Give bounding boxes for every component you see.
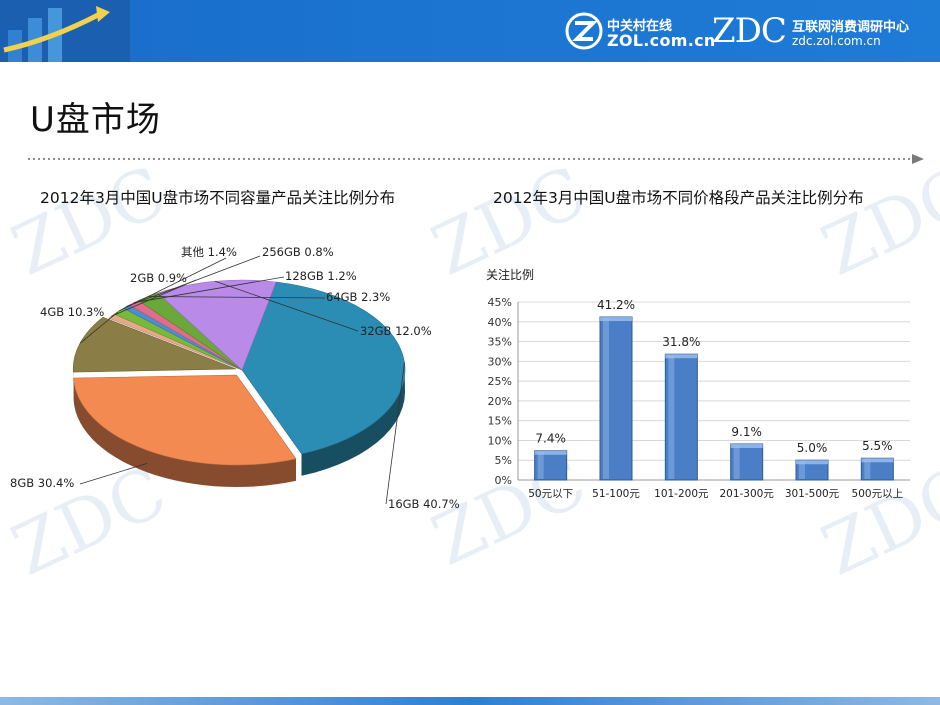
zdc-name: 互联网消费调研中心 bbox=[792, 20, 910, 35]
footer-bar bbox=[0, 697, 940, 705]
zdc-logo[interactable]: ZDC 互联网消费调研中心 zdc.zol.com.cn bbox=[712, 10, 927, 54]
bar-top bbox=[600, 317, 632, 322]
pie-label-16GB: 16GB 40.7% bbox=[388, 497, 460, 511]
zol-logo[interactable]: 中关村在线 ZOL.com.cn bbox=[565, 12, 715, 52]
zol-url: ZOL.com.cn bbox=[607, 31, 716, 50]
pie-label-128GB: 128GB 1.2% bbox=[285, 269, 357, 283]
pie-leader-line-128GB bbox=[133, 276, 285, 304]
bar-value-label: 5.0% bbox=[797, 441, 828, 455]
pie-slice-side-16GB bbox=[276, 282, 405, 476]
pie-leader-line-256GB bbox=[126, 255, 261, 307]
pie-leader-line-8GB bbox=[79, 463, 148, 485]
pie-leader-line-16GB bbox=[385, 362, 405, 505]
pie-slice-4GB bbox=[72, 316, 237, 373]
zdc-url: zdc.zol.com.cn bbox=[792, 34, 881, 48]
pie-leader-line-32GB bbox=[214, 280, 359, 332]
pie-slice-side-8GB bbox=[73, 378, 296, 487]
bar-value-label: 5.5% bbox=[862, 439, 893, 453]
pie-label-4GB: 4GB 10.3% bbox=[40, 305, 104, 319]
pie-leader-line-4GB bbox=[79, 311, 119, 344]
header-bar: 中关村在线 ZOL.com.cn ZDC 互联网消费调研中心 zdc.zol.c… bbox=[0, 0, 940, 62]
bar-y-tick-label: 30% bbox=[488, 355, 512, 368]
bar-category-label: 50元以下 bbox=[528, 488, 573, 500]
bar-top bbox=[730, 444, 763, 449]
pie-label-32GB: 32GB 12.0% bbox=[360, 324, 432, 338]
bar-top bbox=[796, 460, 828, 465]
bar-value-label: 41.2% bbox=[597, 298, 635, 312]
bar-highlight bbox=[537, 451, 544, 479]
bar-y-tick-label: 5% bbox=[495, 454, 512, 467]
pie-label-256GB: 256GB 0.8% bbox=[262, 245, 334, 259]
bar-highlight bbox=[668, 355, 675, 479]
bar-highlight bbox=[733, 445, 740, 479]
growth-chart-icon bbox=[0, 0, 130, 62]
zol-z-icon bbox=[565, 12, 603, 50]
pie-leader-line-64GB bbox=[147, 296, 326, 299]
bar-y-tick-label: 35% bbox=[488, 336, 512, 349]
bar-category-label: 201-300元 bbox=[719, 488, 774, 500]
bar-category-label: 301-500元 bbox=[785, 488, 840, 500]
bar-y-tick-label: 40% bbox=[488, 316, 512, 329]
bar-category-label: 51-100元 bbox=[592, 488, 640, 500]
pie-label-64GB: 64GB 2.3% bbox=[326, 290, 390, 304]
bar-highlight bbox=[603, 318, 609, 479]
zol-name: 中关村在线 bbox=[607, 19, 673, 34]
pie-leader-line-2GB bbox=[111, 279, 197, 317]
pie-slice-16GB bbox=[241, 281, 406, 455]
price-bar-chart: 关注比例 0% 5% 10% 15% 20% 25% 30% 35% 40% 45% 7.4% 50元以… bbox=[486, 267, 910, 500]
bar-value-label: 7.4% bbox=[535, 432, 566, 446]
bar-value-label: 9.1% bbox=[731, 425, 762, 439]
bar-y-tick-label: 25% bbox=[488, 375, 512, 388]
pie-slice-8GB bbox=[73, 374, 297, 466]
bar-top bbox=[534, 450, 567, 455]
pie-label-其他: 其他 1.4% bbox=[181, 245, 237, 259]
page-title: U盘市场 bbox=[30, 100, 161, 140]
bar-y-tick-label: 20% bbox=[488, 395, 512, 408]
dotted-divider bbox=[28, 154, 924, 164]
bar-y-tick-label: 45% bbox=[488, 296, 512, 309]
bar-y-axis-label: 关注比例 bbox=[486, 267, 534, 282]
bar-category-label: 101-200元 bbox=[654, 488, 709, 500]
bar-y-tick-label: 10% bbox=[488, 434, 512, 447]
bar-highlight bbox=[864, 459, 871, 479]
zdc-mark: ZDC bbox=[712, 11, 787, 51]
pie-chart-title: 2012年3月中国U盘市场不同容量产品关注比例分布 bbox=[40, 189, 396, 207]
bar-y-tick-label: 15% bbox=[488, 415, 512, 428]
bar-value-label: 31.8% bbox=[662, 335, 700, 349]
bar-y-tick-label: 0% bbox=[495, 474, 512, 487]
capacity-pie-chart: 16GB 40.7% 8GB 30.4% 4GB 10.3% 2GB 0.9% 其他 1… bbox=[10, 245, 460, 511]
bar-top bbox=[861, 458, 894, 463]
pie-label-8GB: 8GB 30.4% bbox=[10, 476, 74, 490]
bar-category-label: 500元以上 bbox=[852, 488, 904, 500]
bar-highlight bbox=[799, 461, 805, 479]
bar-top bbox=[665, 354, 698, 359]
bar-chart-title: 2012年3月中国U盘市场不同价格段产品关注比例分布 bbox=[493, 189, 864, 207]
pie-label-2GB: 2GB 0.9% bbox=[130, 271, 187, 285]
